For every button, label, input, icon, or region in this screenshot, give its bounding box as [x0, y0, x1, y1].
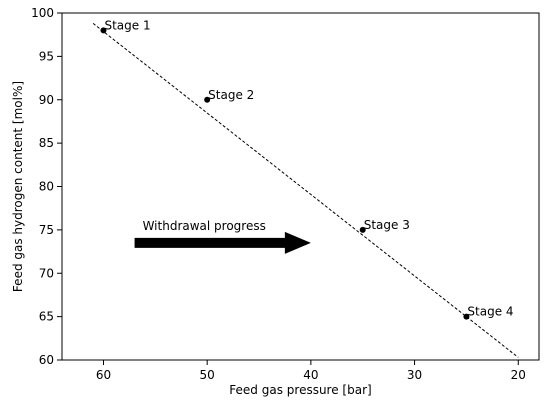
y-tick-label: 95: [39, 49, 54, 63]
data-point: [204, 96, 211, 103]
points-group: Stage 1 Stage 2 Stage 3 Stage 4: [100, 18, 514, 320]
y-tick-label: 100: [31, 6, 54, 20]
data-point-label: Stage 1: [104, 18, 150, 32]
data-point-label: Stage 4: [467, 305, 513, 319]
trendline-group: [92, 23, 519, 358]
y-tick-label: 70: [39, 266, 54, 280]
withdrawal-arrow: [134, 231, 311, 254]
x-tick-label: 30: [407, 368, 422, 382]
y-tick-label: 60: [39, 353, 54, 367]
y-axis: 60 65 70 75 80 85 90 95 100: [31, 6, 62, 367]
x-axis-label: Feed gas pressure [bar]: [229, 383, 371, 397]
x-tick-label: 40: [303, 368, 318, 382]
x-tick-label: 50: [200, 368, 215, 382]
withdrawal-label: Withdrawal progress: [143, 219, 266, 233]
data-point-label: Stage 3: [364, 218, 410, 232]
x-tick-label: 60: [96, 368, 111, 382]
x-axis: 60 50 40 30 20: [96, 360, 526, 382]
y-axis-label: Feed gas hydrogen content [mol%]: [11, 81, 25, 292]
y-tick-label: 85: [39, 136, 54, 150]
data-point: [463, 313, 470, 320]
data-point-label: Stage 2: [208, 88, 254, 102]
y-tick-label: 80: [39, 180, 54, 194]
trendline: [92, 23, 519, 358]
data-point: [100, 27, 107, 34]
annotation-group: Withdrawal progress: [134, 219, 311, 254]
y-tick-label: 65: [39, 310, 54, 324]
y-tick-label: 90: [39, 93, 54, 107]
x-tick-label: 20: [511, 368, 526, 382]
data-point: [359, 226, 366, 233]
y-tick-label: 75: [39, 223, 54, 237]
